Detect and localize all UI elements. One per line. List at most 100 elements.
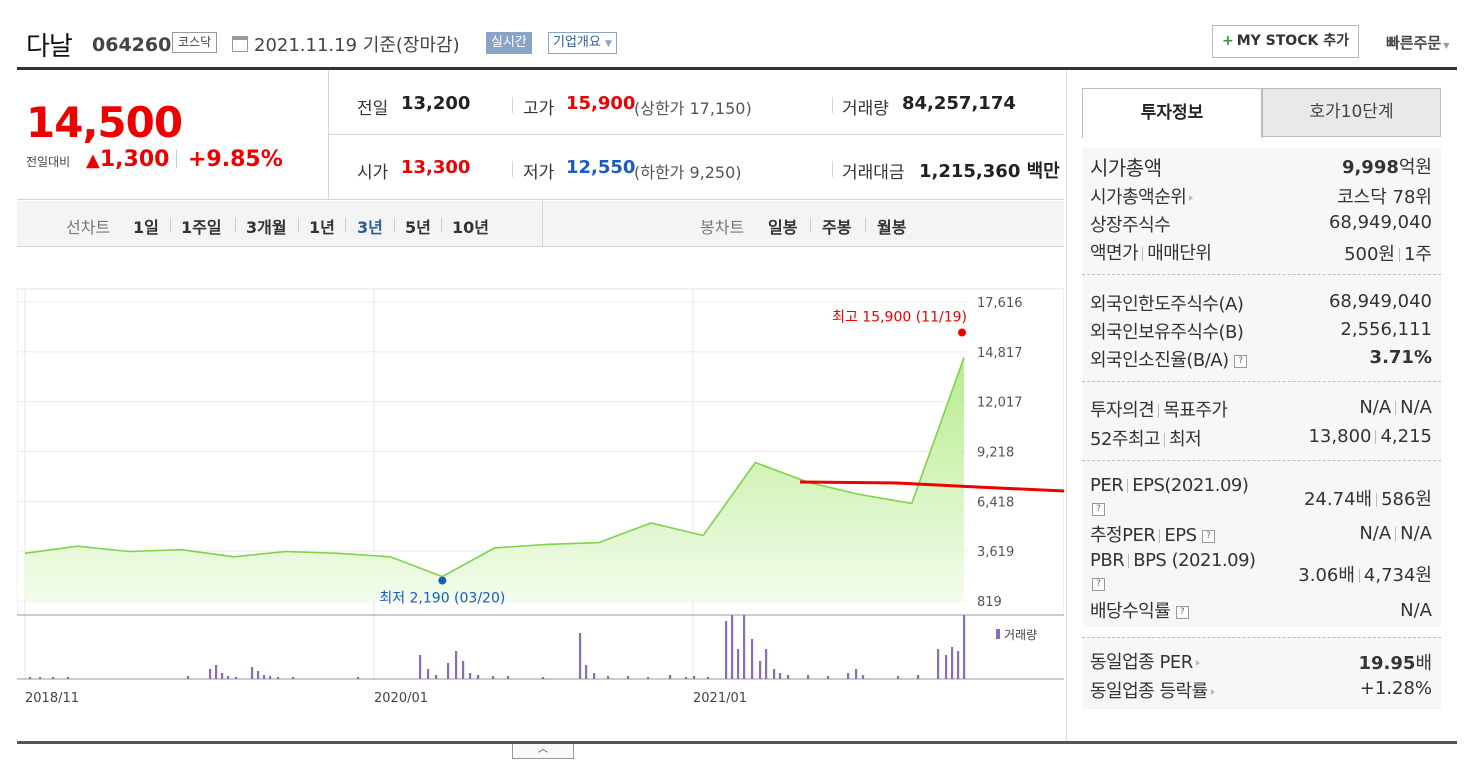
- period-1w[interactable]: 1주일: [181, 218, 222, 237]
- arrow-right-icon: [1210, 689, 1215, 695]
- volume-bar: [593, 673, 596, 679]
- foreign-limit: 68,949,040: [1328, 291, 1432, 312]
- divider: [176, 150, 177, 168]
- plus-icon: +: [1222, 33, 1234, 49]
- volume-bar: [607, 676, 610, 679]
- help-icon[interactable]: ?: [1092, 578, 1105, 591]
- chart-period-nav: [17, 201, 1064, 247]
- collapse-chart-button[interactable]: ︿: [512, 744, 574, 759]
- listed-shares-label: 상장주식수: [1090, 215, 1171, 236]
- period-10y[interactable]: 10년: [452, 218, 489, 237]
- candle-daily[interactable]: 일봉: [768, 218, 798, 237]
- chevron-down-icon: ▼: [604, 39, 612, 49]
- volume-bar: [759, 661, 762, 679]
- per-label: PER: [1090, 475, 1124, 496]
- divider: [1158, 404, 1160, 418]
- candle-monthly[interactable]: 월봉: [877, 218, 907, 237]
- quick-order-dropdown[interactable]: 빠른주문 ▼: [1386, 32, 1449, 53]
- industry-rate-label: 동일업종 등락률: [1090, 681, 1208, 702]
- volume-bar: [447, 663, 450, 679]
- volume-bar: [779, 673, 782, 679]
- volume-bar: [542, 677, 545, 679]
- industry-rate-link[interactable]: 동일업종 등락률: [1090, 677, 1215, 703]
- market-cap-rank-link[interactable]: 시가총액순위: [1090, 183, 1194, 209]
- volume-bar: [862, 675, 865, 679]
- min-point: [438, 576, 447, 585]
- period-5y[interactable]: 5년: [405, 218, 431, 237]
- help-icon[interactable]: ?: [1092, 503, 1105, 516]
- volume-bar: [263, 675, 266, 679]
- volume-bar: [737, 649, 740, 679]
- tab-order-book[interactable]: 호가10단계: [1262, 88, 1441, 137]
- x-tick-label: 2020/01: [374, 691, 428, 706]
- divider: [1159, 529, 1161, 543]
- period-1d[interactable]: 1일: [133, 218, 159, 237]
- volume-bar: [897, 676, 900, 679]
- divider: [542, 201, 543, 247]
- pbr-bps-label: PBR BPS (2021.09): [1090, 550, 1256, 571]
- divider: [512, 97, 513, 113]
- tab-investment-info[interactable]: 투자정보: [1082, 88, 1262, 138]
- period-1y[interactable]: 1년: [309, 218, 335, 237]
- par-unit-value: 500원 1주: [1280, 240, 1432, 266]
- volume-bar: [807, 675, 810, 679]
- trade-amount-label: 거래대금: [842, 163, 905, 183]
- add-my-stock-button[interactable]: + MY STOCK 추가: [1212, 25, 1359, 58]
- industry-rate: +1.28%: [1359, 678, 1432, 699]
- price-area: [25, 357, 964, 601]
- divider: [345, 218, 346, 232]
- help-icon[interactable]: ?: [1233, 354, 1247, 368]
- volume-bar: [235, 677, 238, 679]
- opinion-target-label: 투자의견 목표주가: [1090, 396, 1228, 422]
- period-3m[interactable]: 3개월: [246, 218, 287, 237]
- candle-weekly[interactable]: 주봉: [822, 218, 852, 237]
- industry-per-value: 19.95: [1358, 653, 1416, 674]
- trade-amount-value: 1,215,360 백만: [919, 161, 1060, 182]
- dividend-label-text: 배당수익률: [1090, 601, 1171, 622]
- volume-bar: [227, 676, 230, 679]
- volume-bar: [627, 676, 630, 679]
- target-label: 목표주가: [1163, 400, 1228, 421]
- market-cap-number: 9,998: [1341, 157, 1399, 178]
- divider: [235, 218, 236, 232]
- period-3y[interactable]: 3년: [357, 218, 383, 237]
- max-point: [958, 328, 966, 337]
- volume-bar: [963, 615, 966, 679]
- calendar-icon: [232, 36, 248, 52]
- prev-close-label: 전일: [357, 99, 389, 119]
- volume-bar: [357, 677, 360, 679]
- w52-value: 13,800 4,215: [1280, 426, 1432, 447]
- x-tick-label: 2021/01: [693, 691, 747, 706]
- industry-per-link[interactable]: 동일업종 PER: [1090, 648, 1200, 674]
- foreign-block: [1082, 275, 1441, 380]
- divider: [1082, 637, 1441, 638]
- divider: [1395, 527, 1397, 541]
- volume-bar: [743, 615, 746, 679]
- y-tick-label: 12,017: [977, 396, 1023, 411]
- divider: [1375, 430, 1377, 444]
- foreign-ratio: 3.71%: [1369, 347, 1432, 368]
- realtime-button[interactable]: 실시간: [486, 32, 532, 54]
- industry-per-unit: 배: [1415, 653, 1432, 674]
- industry-block: [1082, 637, 1441, 709]
- y-tick-label: 14,817: [977, 346, 1023, 361]
- change-value: ▲1,300: [86, 147, 169, 172]
- candle-chart-label: 봉차트: [700, 218, 745, 237]
- arrow-right-icon: [1189, 195, 1194, 201]
- foreign-hold: 2,556,111: [1340, 319, 1432, 340]
- foreign-ratio-label: 외국인소진율(B/A) ?: [1090, 346, 1247, 372]
- per-eps-value: 24.74배 586원: [1270, 485, 1432, 511]
- volume-bar: [221, 673, 224, 679]
- divider: [328, 134, 1064, 135]
- company-overview-dropdown[interactable]: 기업개요 ▼: [548, 32, 617, 54]
- help-icon[interactable]: ?: [1201, 529, 1215, 543]
- help-icon[interactable]: ?: [1175, 605, 1189, 619]
- opinion-value: N/A: [1359, 397, 1392, 418]
- y-tick-label: 819: [977, 595, 1002, 610]
- high-value: 15,900: [566, 93, 636, 114]
- volume-legend-swatch: [996, 629, 1000, 639]
- eps-value: 586원: [1381, 489, 1432, 510]
- volume-bar: [455, 651, 458, 679]
- volume-bar: [427, 669, 430, 679]
- foreign-ratio-text: 외국인소진율(B/A): [1090, 350, 1229, 371]
